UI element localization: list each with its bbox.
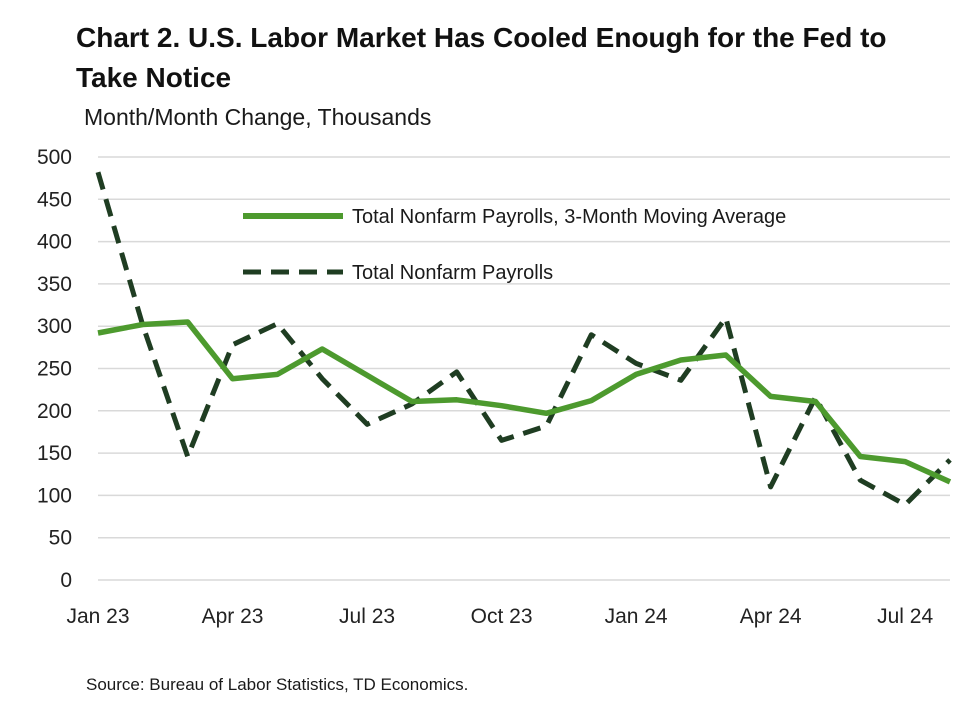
x-tick-label: Oct 23 xyxy=(471,605,533,628)
legend-label: Total Nonfarm Payrolls xyxy=(352,262,553,284)
y-tick-label: 200 xyxy=(37,400,72,423)
y-axis-ticks: 0 50 100 150 200 250 300 350 400 450 500 xyxy=(37,146,72,592)
x-axis-ticks: Jan 23 Apr 23 Jul 23 Oct 23 Jan 24 Apr 24 Jul … xyxy=(66,605,933,628)
y-tick-label: 400 xyxy=(37,231,72,254)
y-tick-label: 100 xyxy=(37,484,72,507)
y-tick-label: 500 xyxy=(37,146,72,169)
series-line-3-month-moving-average xyxy=(97,319,952,485)
series-line-nonfarm-payrolls xyxy=(95,171,952,508)
y-tick-label: 300 xyxy=(37,315,72,338)
legend-label: Total Nonfarm Payrolls, 3-Month Moving A… xyxy=(352,206,786,228)
y-tick-label: 50 xyxy=(49,527,72,550)
legend: Total Nonfarm Payrolls, 3-Month Moving A… xyxy=(243,206,786,284)
x-tick-label: Apr 23 xyxy=(202,605,264,628)
y-tick-label: 150 xyxy=(37,442,72,465)
x-tick-label: Jul 23 xyxy=(339,605,395,628)
series-lines xyxy=(95,171,952,508)
chart-title: Chart 2. U.S. Labor Market Has Cooled En… xyxy=(76,22,887,93)
x-tick-label: Jul 24 xyxy=(877,605,933,628)
y-tick-label: 450 xyxy=(37,188,72,211)
y-tick-label: 0 xyxy=(60,569,72,592)
x-tick-label: Jan 23 xyxy=(66,605,129,628)
y-tick-label: 250 xyxy=(37,358,72,381)
y-axis-unit-label: Month/Month Change, Thousands xyxy=(84,104,432,130)
source-note: Source: Bureau of Labor Statistics, TD E… xyxy=(86,675,469,694)
y-tick-label: 350 xyxy=(37,273,72,296)
x-tick-label: Jan 24 xyxy=(605,605,668,628)
x-tick-label: Apr 24 xyxy=(740,605,802,628)
